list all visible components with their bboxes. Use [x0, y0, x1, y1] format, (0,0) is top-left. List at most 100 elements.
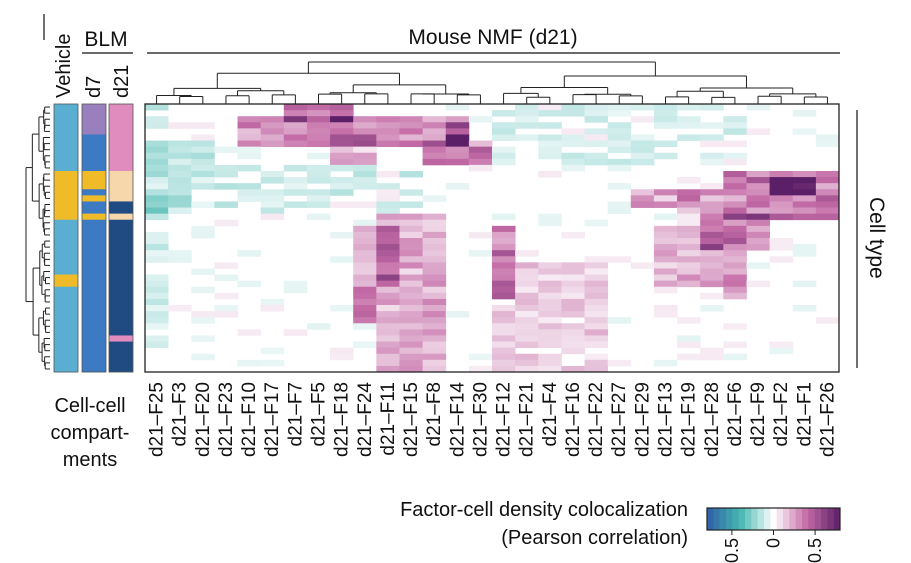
heatmap-cell [630, 134, 655, 141]
heatmap-cell [492, 353, 516, 361]
heatmap-cell [445, 104, 470, 111]
d7-bar [82, 104, 106, 135]
heatmap-cell [700, 274, 724, 282]
heatmap-cell [214, 274, 238, 282]
heatmap-cell [700, 353, 724, 361]
heatmap-cell [399, 335, 423, 342]
heatmap-cell [422, 140, 447, 148]
heatmap-cell [306, 116, 331, 123]
heatmap-cell [700, 134, 724, 141]
heatmap-cell [677, 177, 701, 184]
heatmap-cell [353, 305, 377, 312]
heatmap-cell [769, 213, 794, 221]
heatmap-cell [723, 225, 747, 233]
heatmap-cell [330, 201, 354, 208]
heatmap-cell [584, 286, 609, 294]
heatmap-cell [492, 250, 516, 257]
heatmap-cell [538, 140, 562, 148]
heatmap-cell [677, 122, 701, 129]
heatmap-cell [561, 140, 585, 148]
heatmap-cell [306, 189, 331, 196]
legend-swatch [808, 508, 815, 530]
heatmap-cell [422, 195, 447, 202]
heatmap-cell [769, 244, 794, 251]
heatmap-cell [399, 305, 423, 312]
heatmap-cell [746, 177, 770, 184]
heatmap-cell [399, 365, 423, 373]
heatmap-cell [422, 359, 447, 367]
heatmap-cell [607, 140, 632, 148]
heatmap-cell [260, 305, 285, 312]
heatmap-cell [145, 305, 169, 312]
heatmap-cell [561, 128, 585, 135]
heatmap-cell [399, 116, 423, 123]
heatmap-cell [283, 189, 308, 196]
heatmap-cell [399, 317, 423, 324]
heatmap-cell [653, 256, 678, 263]
heatmap-cell [399, 122, 423, 129]
heatmap-cell [145, 311, 169, 318]
heatmap-cell [515, 305, 539, 312]
heatmap-cell [700, 256, 724, 263]
heatmap-cell [145, 250, 169, 257]
heatmap-cell [653, 286, 678, 294]
heatmap-cell [723, 280, 747, 288]
d21-bar [109, 201, 133, 214]
heatmap-cell [353, 152, 377, 160]
heatmap-cell [376, 268, 400, 275]
heatmap-cell [700, 158, 724, 166]
heatmap-cell [353, 231, 377, 239]
heatmap-cell [145, 195, 169, 202]
heatmap-cell [584, 140, 609, 148]
heatmap-cell [492, 110, 516, 117]
heatmap-cell [723, 207, 747, 215]
heatmap-cell [677, 207, 701, 215]
column-label: d21–F1 [794, 382, 815, 446]
heatmap-cell [214, 146, 238, 154]
heatmap-cell [306, 177, 331, 184]
heatmap-cell [515, 250, 539, 257]
heatmap-cell [769, 347, 794, 355]
legend-title-line-2: (Pearson correlation) [501, 527, 688, 549]
column-label: d21–F7 [285, 382, 306, 446]
heatmap-cell [399, 238, 423, 245]
heatmap-cell [399, 353, 423, 361]
vehicle-bar [54, 104, 78, 172]
heatmap-cell [677, 201, 701, 208]
column-label: d21–F26 [817, 382, 838, 457]
heatmap-cell [145, 207, 169, 215]
heatmap-cell [376, 122, 400, 129]
heatmap-cell [191, 134, 215, 141]
heatmap-cell [492, 335, 516, 342]
heatmap-cell [376, 256, 400, 263]
heatmap-cell [677, 353, 701, 361]
heatmap-cell [584, 268, 609, 275]
heatmap-cell [700, 195, 724, 202]
heatmap-cell [237, 146, 262, 154]
heatmap-cell [538, 317, 562, 324]
heatmap-cell [700, 250, 724, 257]
heatmap-cell [214, 164, 238, 172]
heatmap-cell [538, 311, 562, 318]
heatmap-cell [468, 146, 493, 154]
heatmap-cell [723, 250, 747, 257]
heatmap-cell [723, 183, 747, 190]
heatmap-cell [353, 280, 377, 288]
heatmap-cell [260, 298, 285, 306]
heatmap-cell [561, 323, 585, 330]
column-label: d21–F13 [656, 382, 677, 457]
d21-bar [109, 171, 133, 202]
heatmap-cell [723, 201, 747, 208]
heatmap-cell [145, 189, 169, 196]
heatmap-cell [677, 238, 701, 245]
heatmap-cell [538, 146, 562, 154]
heatmap-cell [145, 323, 169, 330]
column-label: d21–F20 [193, 382, 214, 457]
heatmap-cell [353, 140, 377, 148]
heatmap-cell [723, 353, 747, 361]
vehicle-label: Vehicle [53, 34, 75, 99]
heatmap-cell [168, 189, 192, 196]
legend-swatch [726, 508, 733, 530]
heatmap-cell [700, 231, 724, 239]
heatmap-cell [723, 286, 747, 294]
